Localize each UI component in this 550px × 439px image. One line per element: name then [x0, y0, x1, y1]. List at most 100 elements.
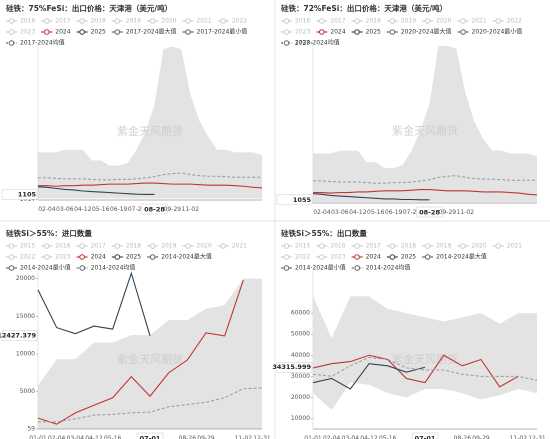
series-line: [37, 271, 151, 336]
range-min-area: [313, 382, 537, 429]
legend-item: 2023: [41, 254, 71, 261]
legend-item: 2022: [217, 18, 247, 25]
x-tick-label: 02-04: [38, 206, 56, 213]
legend-item: 2015: [6, 243, 35, 250]
chart-title: 硅铁：72%FeSi：出口价格：天津港（美元/吨）: [281, 3, 447, 13]
x-tick-label: 11-02: [235, 435, 253, 439]
chart-panel: 硅铁：75%FeSi：出口价格：天津港（美元/吨） 2016 2017 2018 201…: [1, 3, 263, 215]
legend-marker: [283, 265, 290, 271]
legend-marker: [114, 254, 121, 260]
legend-marker: [43, 254, 50, 260]
x-tick-label: 09-29: [439, 209, 457, 216]
y-highlight-label: 12427.379: [0, 332, 36, 340]
legend-label: 2022: [232, 18, 247, 25]
legend-item: 2017: [41, 18, 71, 25]
y-tick-label: 60000: [291, 310, 310, 317]
legend-marker: [389, 254, 396, 260]
legend-label: 2024: [91, 254, 106, 261]
x-tick-label: 11-02: [510, 435, 528, 439]
legend-marker: [79, 265, 86, 271]
legend-label: 2019: [126, 18, 141, 25]
legend-label: 2020-2024最大值: [401, 28, 452, 36]
legend-marker: [79, 18, 85, 24]
x-tick-label: 01-01: [29, 435, 47, 439]
legend-marker: [8, 29, 15, 35]
series-line: [38, 182, 263, 189]
legend-label: 2023: [20, 29, 35, 36]
range-max-area: [38, 278, 262, 429]
legend-label: 2017: [91, 243, 106, 250]
legend-label: 2020: [196, 243, 211, 250]
x-tick-label: 07-24: [403, 209, 421, 216]
legend-label: 2016: [20, 18, 35, 25]
legend-item: 2021: [457, 18, 487, 25]
legend-item: 2017: [76, 243, 106, 250]
legend-label: 2014-2024最小值: [20, 264, 71, 272]
legend-label: 2021: [232, 243, 247, 250]
chart-panel: 硅铁：72%FeSi：出口价格：天津港（美元/吨） 2016 2017 2018 201…: [276, 3, 538, 218]
x-tick-label: 03-04: [342, 435, 360, 439]
x-tick-label: 02-04: [48, 435, 66, 439]
legend-item: 2021: [182, 18, 212, 25]
legend-item: 2020: [457, 243, 487, 250]
legend-item: 2019: [422, 243, 452, 250]
legend-item: 2018: [111, 243, 141, 250]
legend-marker: [283, 18, 290, 24]
legend-item: 2025: [386, 254, 416, 261]
y-tick-label: 15000: [16, 313, 35, 320]
legend-marker: [318, 29, 325, 35]
legend-marker: [460, 18, 466, 24]
legend-item: 2024: [41, 29, 71, 36]
legend-label: 2014-2024最大值: [436, 253, 487, 261]
x-tick-label: 02-04: [313, 209, 331, 216]
legend-marker: [149, 18, 156, 24]
legend-marker: [460, 243, 466, 249]
y-highlight-box: [276, 194, 313, 206]
x-tick-label: 09-29: [164, 206, 182, 213]
x-tick-label: 07-24: [128, 206, 146, 213]
legend-marker: [114, 18, 121, 24]
series-line: [313, 189, 538, 196]
x-tick-label: 05-16: [104, 435, 122, 439]
legend-label: 2022: [20, 254, 35, 261]
x-tick-label: 03-06: [331, 209, 349, 216]
chart-title: 硅铁Si＞55%：出口数量: [281, 228, 367, 238]
legend-marker: [354, 18, 360, 24]
x-tick-label: 05-16: [92, 206, 110, 213]
legend-marker: [8, 265, 15, 271]
legend-item: 2023: [6, 29, 35, 36]
legend-label: 2017: [366, 243, 381, 250]
y-highlight-box: [276, 361, 313, 373]
y-tick-label: 59: [27, 426, 35, 433]
legend-label: 2024: [330, 29, 345, 36]
legend-marker: [318, 254, 325, 260]
legend-marker: [79, 29, 85, 35]
legend-label: 2014-2024均值: [91, 264, 136, 272]
legend-marker: [8, 243, 15, 249]
legend-marker: [283, 40, 290, 46]
legend-label: 2017: [330, 18, 345, 25]
legend-label: 2016: [295, 18, 310, 25]
x-tick-label: 03-04: [67, 435, 85, 439]
legend-label: 2017-2024均值: [20, 39, 65, 47]
x-tick-label: 08-26: [179, 435, 197, 439]
legend-marker: [354, 265, 361, 271]
watermark: 紫金天风期货: [392, 352, 458, 366]
legend-label: 2019: [161, 243, 176, 250]
legend-marker: [495, 18, 501, 24]
legend-item: 2021: [217, 243, 247, 250]
mean-line: [312, 356, 538, 382]
legend-marker: [79, 254, 85, 260]
legend-label: 2022: [507, 18, 522, 25]
x-highlight-box: [141, 203, 168, 215]
legend-marker: [8, 254, 15, 260]
legend-item: 2022: [281, 254, 310, 261]
legend-marker: [43, 29, 50, 35]
legend-item: 2016: [316, 243, 346, 250]
y-highlight-label: 34315.999: [272, 363, 311, 371]
legend-item: 2016: [41, 243, 71, 250]
legend-item: 2014-2024均值: [351, 264, 410, 272]
x-tick-label: 05-16: [367, 209, 385, 216]
watermark: 紫金天风期货: [392, 124, 458, 138]
